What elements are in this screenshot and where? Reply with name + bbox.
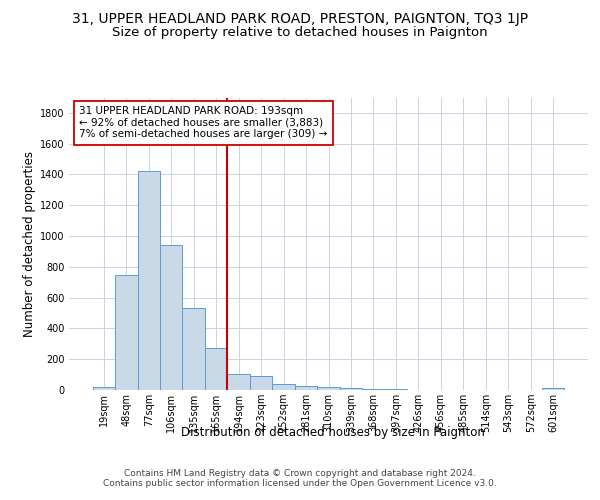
Bar — [92, 386, 115, 390]
Text: Distribution of detached houses by size in Paignton: Distribution of detached houses by size … — [181, 426, 485, 439]
Bar — [542, 388, 565, 390]
Bar — [115, 276, 137, 390]
Bar — [227, 374, 250, 390]
Text: 31 UPPER HEADLAND PARK ROAD: 193sqm
← 92% of detached houses are smaller (3,883): 31 UPPER HEADLAND PARK ROAD: 193sqm ← 92… — [79, 106, 328, 140]
Bar — [362, 389, 385, 390]
Text: Contains public sector information licensed under the Open Government Licence v3: Contains public sector information licen… — [103, 479, 497, 488]
Bar — [205, 348, 227, 390]
Bar — [137, 170, 160, 390]
Bar — [340, 388, 362, 390]
Text: Size of property relative to detached houses in Paignton: Size of property relative to detached ho… — [112, 26, 488, 39]
Bar — [385, 389, 407, 390]
Bar — [272, 384, 295, 390]
Bar — [295, 386, 317, 390]
Bar — [250, 376, 272, 390]
Text: Contains HM Land Registry data © Crown copyright and database right 2024.: Contains HM Land Registry data © Crown c… — [124, 469, 476, 478]
Bar — [160, 246, 182, 390]
Y-axis label: Number of detached properties: Number of detached properties — [23, 151, 36, 337]
Bar — [317, 387, 340, 390]
Text: 31, UPPER HEADLAND PARK ROAD, PRESTON, PAIGNTON, TQ3 1JP: 31, UPPER HEADLAND PARK ROAD, PRESTON, P… — [72, 12, 528, 26]
Bar — [182, 308, 205, 390]
